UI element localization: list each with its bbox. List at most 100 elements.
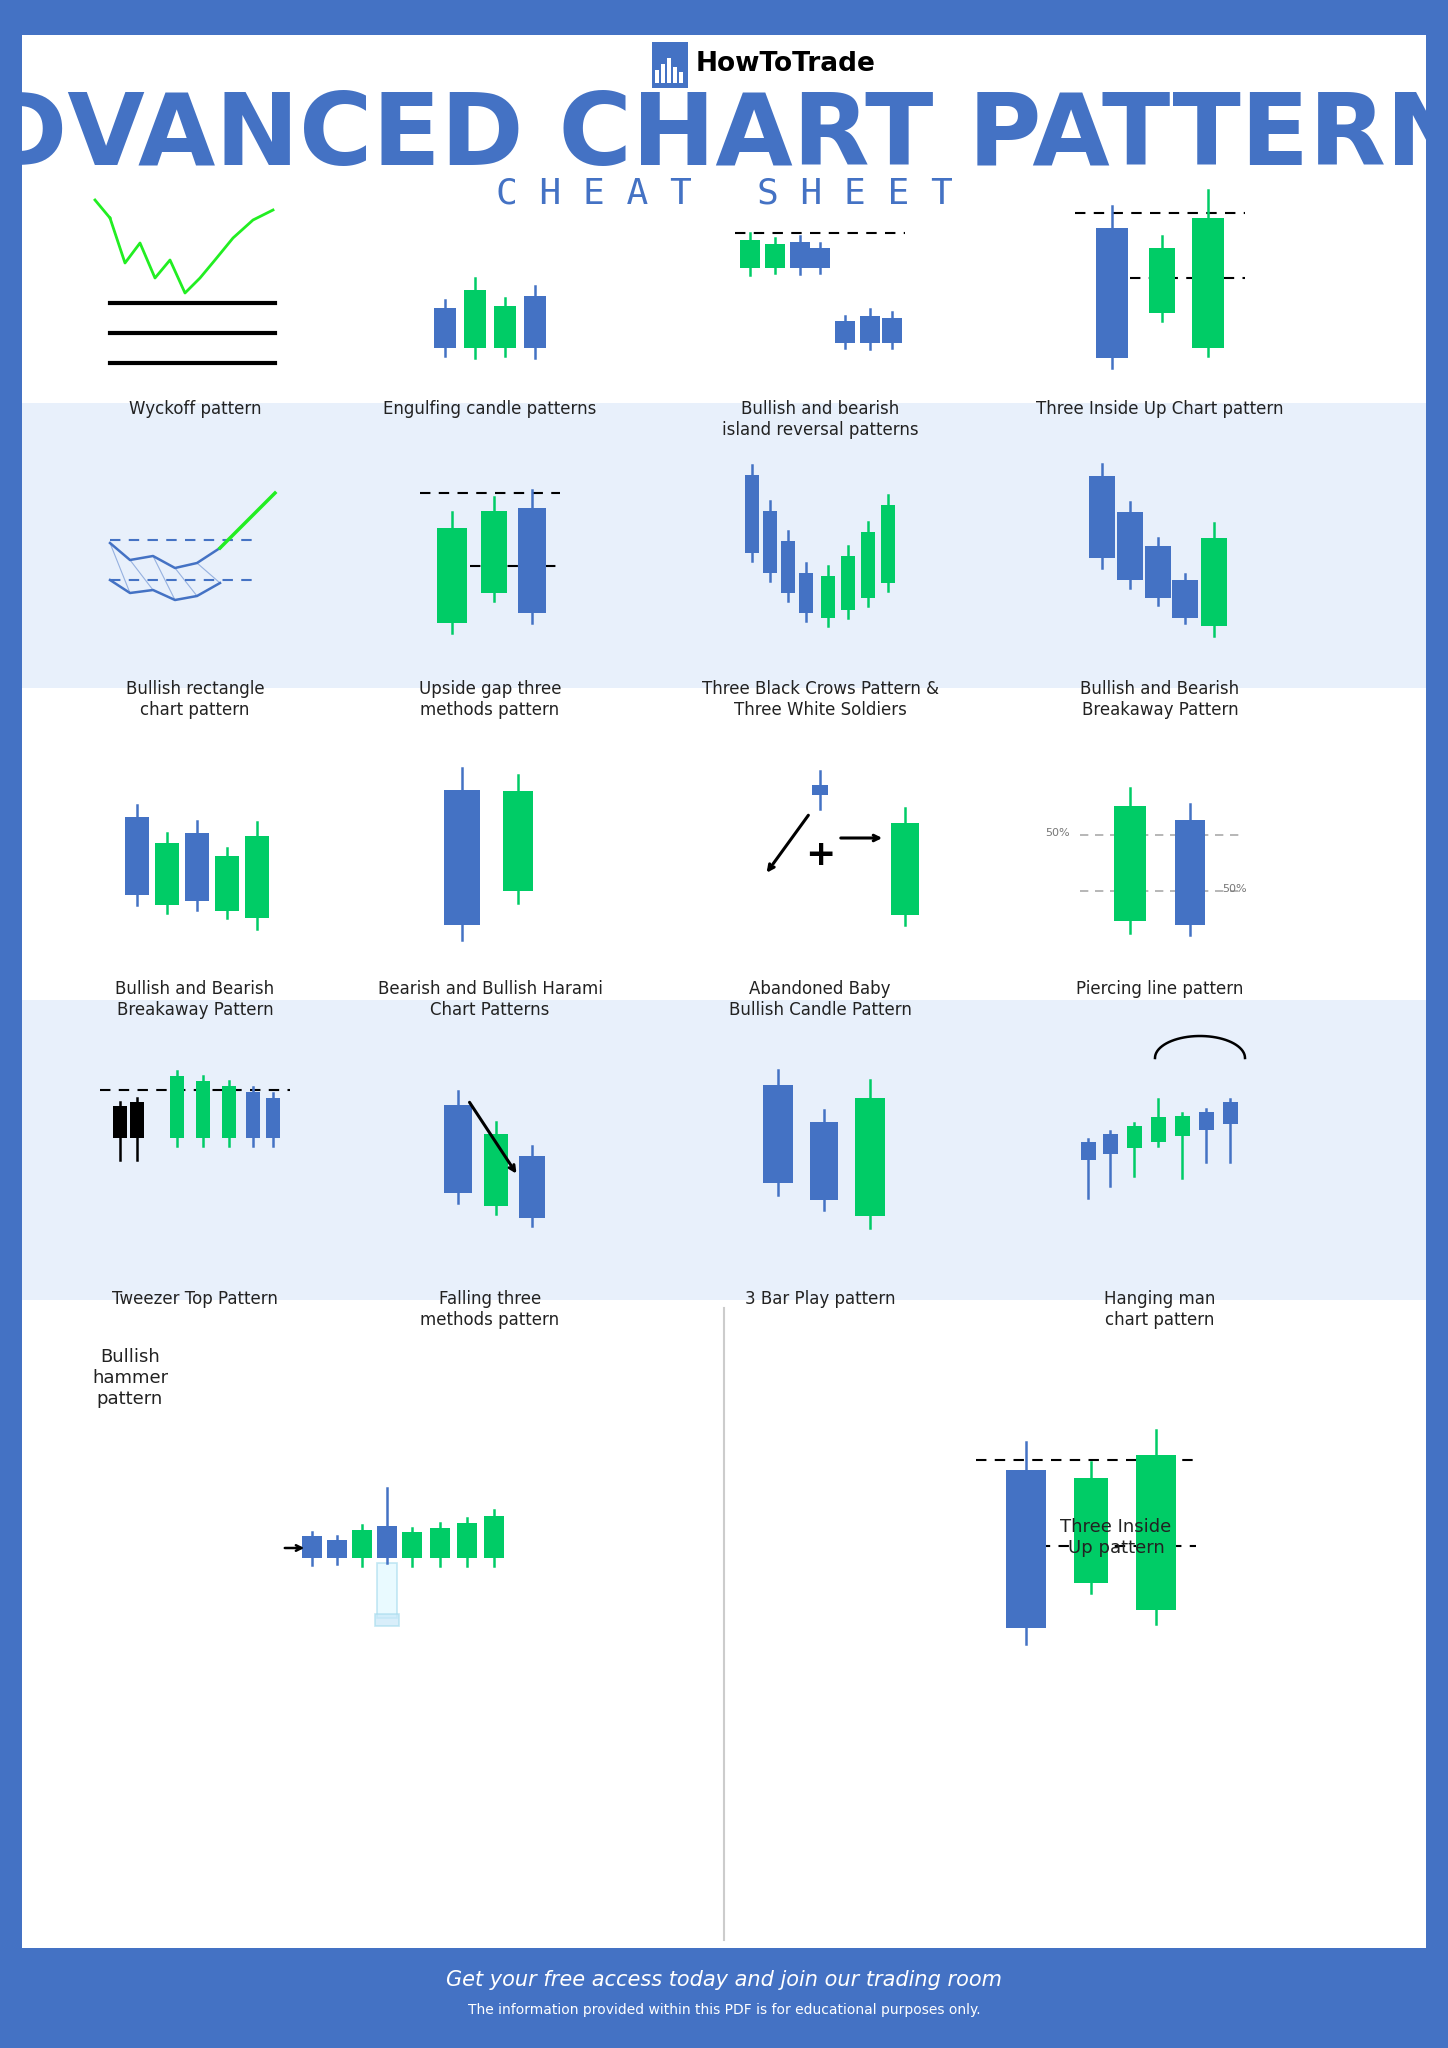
Bar: [434, 307, 456, 348]
Text: HowToTrade: HowToTrade: [696, 51, 876, 78]
Bar: [780, 541, 795, 594]
Text: Wyckoff pattern: Wyckoff pattern: [129, 399, 261, 418]
Bar: [882, 317, 902, 342]
Bar: [22, 403, 1426, 688]
Bar: [155, 844, 180, 905]
Bar: [502, 791, 533, 891]
Bar: [1192, 217, 1224, 348]
Bar: [266, 1098, 279, 1139]
Bar: [518, 508, 546, 612]
Bar: [481, 512, 507, 594]
Bar: [524, 297, 546, 348]
Bar: [1174, 1116, 1189, 1137]
Text: ADVANCED CHART PATTERNS: ADVANCED CHART PATTERNS: [0, 90, 1448, 186]
Text: Upside gap three
methods pattern: Upside gap three methods pattern: [418, 680, 562, 719]
Bar: [763, 1085, 794, 1184]
Bar: [1006, 1470, 1045, 1628]
Bar: [652, 43, 688, 88]
Bar: [673, 66, 678, 84]
Text: Engulfing candle patterns: Engulfing candle patterns: [384, 399, 597, 418]
Text: Bullish and Bearish
Breakaway Pattern: Bullish and Bearish Breakaway Pattern: [116, 981, 275, 1018]
Bar: [195, 1081, 210, 1139]
Bar: [518, 1155, 544, 1219]
Text: Hanging man
chart pattern: Hanging man chart pattern: [1105, 1290, 1216, 1329]
Bar: [437, 528, 468, 623]
Bar: [679, 72, 683, 84]
Bar: [130, 1102, 143, 1139]
Bar: [1151, 1116, 1166, 1143]
Text: 3 Bar Play pattern: 3 Bar Play pattern: [744, 1290, 895, 1309]
Bar: [1199, 1112, 1213, 1130]
Bar: [1171, 580, 1197, 618]
Bar: [1222, 1102, 1238, 1124]
Bar: [862, 532, 875, 598]
Bar: [0, 0, 1448, 35]
Bar: [245, 836, 269, 918]
Bar: [841, 555, 854, 610]
Bar: [660, 63, 665, 84]
Bar: [222, 1085, 236, 1139]
Bar: [185, 834, 209, 901]
Bar: [169, 1075, 184, 1139]
Bar: [1127, 1126, 1141, 1149]
Bar: [0, 1948, 1448, 2048]
Bar: [0, 0, 22, 2048]
Bar: [809, 248, 830, 268]
Text: C H E A T   S H E E T: C H E A T S H E E T: [495, 176, 953, 211]
Text: 50%: 50%: [1222, 885, 1247, 895]
Bar: [1150, 248, 1174, 313]
Text: Bullish
hammer
pattern: Bullish hammer pattern: [91, 1348, 168, 1407]
Bar: [327, 1540, 348, 1559]
Bar: [376, 1526, 397, 1559]
Bar: [740, 240, 760, 268]
Bar: [765, 244, 785, 268]
Bar: [376, 1563, 397, 1618]
Bar: [113, 1106, 127, 1139]
Text: Falling three
methods pattern: Falling three methods pattern: [420, 1290, 559, 1329]
Bar: [125, 817, 149, 895]
Bar: [1426, 0, 1448, 2048]
Bar: [484, 1135, 508, 1206]
Text: Tweezer Top Pattern: Tweezer Top Pattern: [111, 1290, 278, 1309]
Bar: [854, 1098, 885, 1217]
Bar: [1137, 1454, 1176, 1610]
Bar: [303, 1536, 321, 1559]
Bar: [763, 512, 778, 573]
Bar: [668, 57, 670, 84]
Text: Abandoned Baby
Bullish Candle Pattern: Abandoned Baby Bullish Candle Pattern: [728, 981, 911, 1018]
Bar: [891, 823, 919, 915]
Bar: [1096, 227, 1128, 358]
Bar: [880, 506, 895, 584]
Bar: [1114, 807, 1145, 922]
Bar: [484, 1516, 504, 1559]
Bar: [1145, 547, 1171, 598]
Bar: [246, 1092, 261, 1139]
Bar: [375, 1614, 400, 1626]
Bar: [352, 1530, 372, 1559]
Bar: [835, 322, 854, 342]
Bar: [821, 575, 835, 618]
Bar: [654, 70, 659, 84]
Bar: [1200, 539, 1226, 627]
Text: Bullish and bearish
island reversal patterns: Bullish and bearish island reversal patt…: [721, 399, 918, 438]
Bar: [746, 475, 759, 553]
Bar: [22, 999, 1426, 1300]
Bar: [860, 315, 880, 342]
Bar: [809, 1122, 838, 1200]
Bar: [430, 1528, 450, 1559]
Bar: [403, 1532, 421, 1559]
Bar: [1116, 512, 1142, 580]
Bar: [463, 291, 487, 348]
Bar: [494, 305, 515, 348]
Text: 50%: 50%: [1045, 827, 1070, 838]
Bar: [799, 573, 812, 612]
Bar: [812, 784, 828, 795]
Bar: [445, 1106, 472, 1194]
Text: Bearish and Bullish Harami
Chart Patterns: Bearish and Bullish Harami Chart Pattern…: [378, 981, 602, 1018]
Text: Three Inside
Up pattern: Three Inside Up pattern: [1060, 1518, 1171, 1556]
Text: +: +: [805, 838, 835, 872]
Bar: [214, 856, 239, 911]
Bar: [445, 791, 479, 926]
Bar: [791, 242, 809, 268]
Text: Get your free access today and join our trading room: Get your free access today and join our …: [446, 1970, 1002, 1991]
